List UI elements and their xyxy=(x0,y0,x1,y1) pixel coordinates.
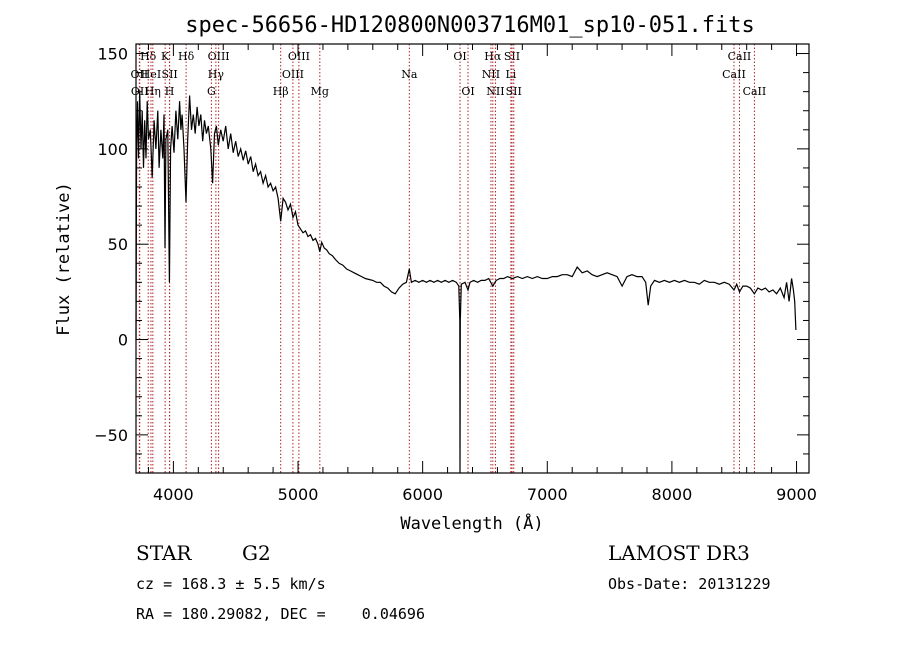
x-tick-label: 5000 xyxy=(278,485,319,504)
line-marker-label: OI xyxy=(461,85,474,98)
x-tick-label: 9000 xyxy=(776,485,817,504)
line-marker-label: Hβ xyxy=(273,85,289,98)
survey-name: LAMOST DR3 xyxy=(608,541,750,565)
line-marker-label: CaII xyxy=(743,85,767,98)
coordinates: RA = 180.29082, DEC = 0.04696 xyxy=(136,605,425,623)
object-class: STAR xyxy=(136,541,192,565)
redshift-cz: cz = 168.3 ± 5.5 km/s xyxy=(136,575,326,593)
line-marker-label: Li xyxy=(505,68,516,81)
y-tick-label: 150 xyxy=(97,45,128,64)
line-marker-label: OI xyxy=(453,50,466,63)
spectrum-series-line xyxy=(135,91,797,474)
y-tick-label: 0 xyxy=(118,331,128,350)
line-marker-label: Hη xyxy=(145,85,161,98)
line-marker-label: NII xyxy=(482,68,500,81)
x-tick-label: 8000 xyxy=(652,485,693,504)
line-marker-label: SII xyxy=(162,68,178,81)
object-subclass: G2 xyxy=(242,541,271,565)
line-marker-label: NII xyxy=(486,85,504,98)
x-tick-label: 7000 xyxy=(527,485,568,504)
y-axis-label: Flux (relative) xyxy=(54,182,74,336)
line-marker-label: OIII xyxy=(208,50,230,63)
line-marker-label: OIII xyxy=(288,50,310,63)
chart-title: spec-56656-HD120800N003716M01_sp10-051.f… xyxy=(185,13,755,38)
observation-date: Obs-Date: 20131229 xyxy=(608,575,771,593)
line-marker-label: Hδ xyxy=(140,50,157,63)
line-marker-label: OIII xyxy=(282,68,304,81)
line-marker-label: Hδ xyxy=(178,50,195,63)
line-marker-label: Hγ xyxy=(208,68,225,81)
y-tick-label: −50 xyxy=(94,426,128,445)
line-marker-label: OII xyxy=(131,68,149,81)
y-tick-label: 100 xyxy=(97,140,128,159)
line-marker-label: CaII xyxy=(728,50,752,63)
line-marker-label: CaII xyxy=(722,68,746,81)
line-marker-label: SII xyxy=(506,85,522,98)
line-marker-label: K xyxy=(161,50,170,63)
line-marker-label: Hα xyxy=(484,50,502,63)
line-marker-label: SII xyxy=(504,50,520,63)
line-marker-label: H xyxy=(165,85,175,98)
x-tick-label: 6000 xyxy=(402,485,443,504)
axis-ticks: 4000 5000 6000 7000 8000 9000 −50 0 50 100 150 xyxy=(94,44,817,504)
line-marker-label: Na xyxy=(401,68,418,81)
line-marker-label: G xyxy=(207,85,216,98)
line-marker-label: Mg xyxy=(311,85,329,98)
y-tick-label: 50 xyxy=(108,235,128,254)
x-axis-label: Wavelength (Å) xyxy=(400,512,543,534)
plot-frame xyxy=(135,43,810,474)
line-marker-label: HeI xyxy=(141,68,161,81)
x-tick-label: 4000 xyxy=(153,485,194,504)
